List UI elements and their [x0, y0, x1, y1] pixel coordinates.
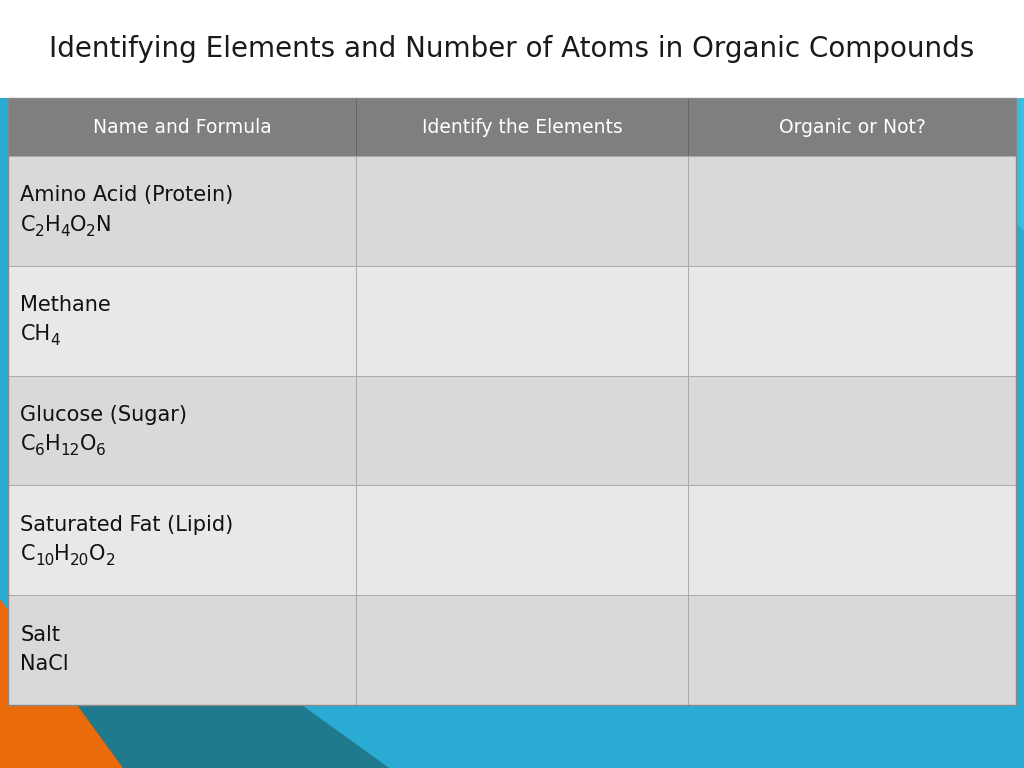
Text: 4: 4	[60, 223, 70, 239]
Text: Salt: Salt	[20, 624, 60, 645]
Text: 6: 6	[35, 443, 45, 458]
Text: 12: 12	[60, 443, 80, 458]
Text: Amino Acid (Protein): Amino Acid (Protein)	[20, 185, 233, 206]
Text: 4: 4	[50, 333, 60, 349]
FancyBboxPatch shape	[688, 376, 1016, 485]
Text: Identifying Elements and Number of Atoms in Organic Compounds: Identifying Elements and Number of Atoms…	[49, 35, 975, 63]
FancyBboxPatch shape	[355, 595, 688, 705]
FancyBboxPatch shape	[8, 376, 355, 485]
Text: H: H	[45, 434, 60, 454]
Text: O: O	[70, 214, 86, 234]
Text: 2: 2	[35, 223, 45, 239]
FancyBboxPatch shape	[355, 485, 688, 595]
Text: 2: 2	[105, 553, 115, 568]
FancyBboxPatch shape	[8, 98, 355, 156]
FancyBboxPatch shape	[688, 266, 1016, 376]
Text: Methane: Methane	[20, 295, 112, 316]
FancyBboxPatch shape	[8, 266, 355, 376]
FancyBboxPatch shape	[8, 156, 355, 266]
Text: 10: 10	[35, 553, 54, 568]
Text: CH: CH	[20, 324, 50, 344]
FancyBboxPatch shape	[688, 595, 1016, 705]
Text: H: H	[54, 544, 70, 564]
FancyBboxPatch shape	[0, 0, 1024, 98]
Text: H: H	[45, 214, 60, 234]
Text: NaCl: NaCl	[20, 654, 69, 674]
Text: C: C	[20, 544, 35, 564]
FancyBboxPatch shape	[355, 156, 688, 266]
Text: Glucose (Sugar): Glucose (Sugar)	[20, 405, 187, 425]
Text: O: O	[89, 544, 105, 564]
FancyBboxPatch shape	[355, 98, 688, 156]
Text: O: O	[80, 434, 96, 454]
Text: 20: 20	[70, 553, 89, 568]
FancyBboxPatch shape	[688, 485, 1016, 595]
Polygon shape	[717, 0, 1024, 230]
FancyBboxPatch shape	[355, 376, 688, 485]
FancyBboxPatch shape	[355, 266, 688, 376]
Text: Name and Formula: Name and Formula	[92, 118, 271, 137]
Text: N: N	[96, 214, 112, 234]
FancyBboxPatch shape	[8, 595, 355, 705]
Text: C: C	[20, 214, 35, 234]
FancyBboxPatch shape	[8, 485, 355, 595]
Polygon shape	[0, 599, 123, 768]
Polygon shape	[0, 576, 389, 768]
Text: 2: 2	[86, 223, 96, 239]
Text: C: C	[20, 434, 35, 454]
Text: Organic or Not?: Organic or Not?	[778, 118, 926, 137]
Text: Saturated Fat (Lipid): Saturated Fat (Lipid)	[20, 515, 233, 535]
Text: 6: 6	[96, 443, 105, 458]
FancyBboxPatch shape	[688, 156, 1016, 266]
FancyBboxPatch shape	[688, 98, 1016, 156]
Text: Identify the Elements: Identify the Elements	[422, 118, 623, 137]
